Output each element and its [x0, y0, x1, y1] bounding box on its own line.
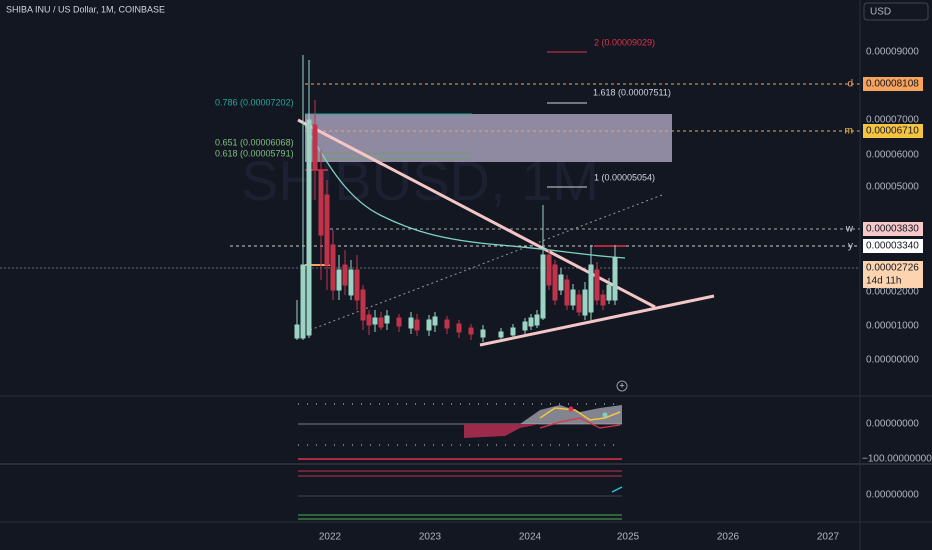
- price-label: 0.00009000: [866, 47, 919, 58]
- symbol-title: SHIBA INU / US Dollar, 1M, COINBASE: [6, 4, 165, 14]
- fib-label: 1 (0.00005054): [594, 172, 655, 182]
- time-label: 2022: [319, 532, 342, 543]
- badge: [863, 239, 923, 253]
- fib-zone: [305, 114, 672, 162]
- countdown: 14d 11h: [866, 276, 901, 287]
- indicator-line: [539, 407, 621, 421]
- badge-price: 0.00006710: [866, 126, 919, 137]
- badge: [863, 124, 923, 138]
- fib-label: 2 (0.00009029): [594, 37, 655, 47]
- badge-key: d: [847, 79, 853, 90]
- price-label: 0.00001000: [866, 321, 919, 332]
- price-label: 0.00007000: [866, 115, 919, 126]
- candles: [294, 55, 618, 342]
- indicator-area: [464, 424, 540, 438]
- price-label: 0.00005000: [866, 182, 919, 193]
- badge-price: 0.00003340: [866, 241, 919, 252]
- price-label: 0.00002000: [866, 287, 919, 298]
- badge: [863, 77, 923, 91]
- badge-key: w: [845, 224, 854, 235]
- currency-selector[interactable]: [863, 2, 929, 21]
- indicator-line: [611, 486, 623, 493]
- badge-price: 0.00008108: [866, 79, 919, 90]
- fib-label: 0.651 (0.00006068): [215, 137, 294, 147]
- indicator-dot: [568, 406, 574, 412]
- add-icon[interactable]: +: [619, 380, 624, 390]
- moving-average: [304, 124, 626, 259]
- time-label: 2024: [519, 532, 542, 543]
- currency[interactable]: USD: [870, 7, 891, 18]
- badge-key: m: [845, 126, 853, 137]
- indicator-label: 0.00000000: [866, 490, 919, 501]
- price-label: 0.00000000: [866, 355, 919, 366]
- last-price-badge: [863, 261, 923, 288]
- badge-key: y: [848, 241, 853, 252]
- badge: [863, 222, 923, 236]
- add-button[interactable]: [616, 380, 628, 392]
- price-label: 0.00006000: [866, 150, 919, 161]
- fib-label: 0.618 (0.00005791): [215, 148, 294, 158]
- time-label: 2023: [419, 532, 442, 543]
- time-label: 2026: [717, 532, 740, 543]
- time-label: 2025: [617, 532, 640, 543]
- indicator-dot: [602, 412, 608, 418]
- badge-price: 0.00003830: [866, 224, 919, 235]
- indicator-label: −100.00000000: [862, 454, 932, 465]
- trend-line: [479, 294, 715, 347]
- indicator-label: 0.00000000: [866, 419, 919, 430]
- fib-label: 1.618 (0.00007511): [593, 87, 671, 97]
- fib-label: 0.786 (0.00007202): [215, 97, 294, 107]
- time-label: 2027: [817, 532, 840, 543]
- last-price: 0.00002726: [866, 263, 919, 274]
- indicator-line: [539, 417, 621, 429]
